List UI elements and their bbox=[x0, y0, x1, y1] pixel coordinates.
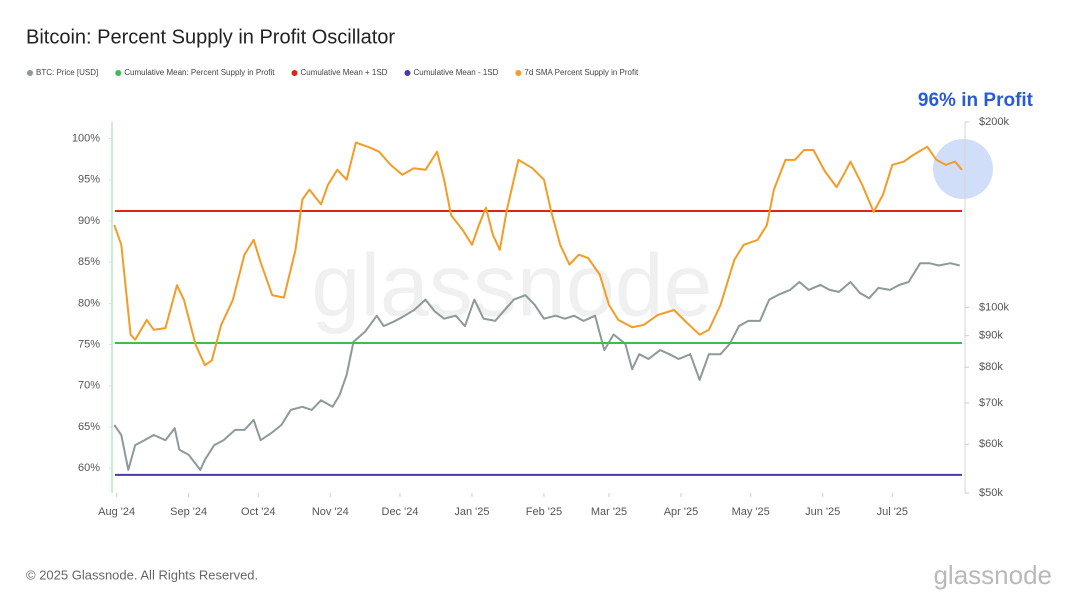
y-tick-label: 60% bbox=[78, 462, 100, 474]
legend-swatch bbox=[515, 70, 522, 76]
y-tick-label: 85% bbox=[78, 256, 100, 268]
x-tick-label: Oct '24 bbox=[241, 506, 276, 518]
legend-label: Cumulative Mean: Percent Supply in Profi… bbox=[124, 68, 275, 77]
logo: glassnode bbox=[933, 560, 1052, 590]
y2-tick-label: $90k bbox=[979, 330, 1003, 342]
legend-swatch bbox=[115, 70, 122, 76]
legend-label: BTC: Price [USD] bbox=[36, 68, 98, 77]
x-tick-label: Dec '24 bbox=[382, 506, 419, 518]
legend-swatch bbox=[27, 70, 33, 76]
y2-tick-label: $200k bbox=[979, 116, 1009, 128]
series-line bbox=[113, 262, 960, 471]
y-tick-label: 100% bbox=[72, 132, 100, 144]
x-tick-label: Aug '24 bbox=[98, 506, 135, 518]
y-tick-label: 90% bbox=[78, 215, 100, 227]
x-tick-label: Mar '25 bbox=[591, 506, 627, 518]
chart-title: Bitcoin: Percent Supply in Profit Oscill… bbox=[26, 26, 395, 48]
y2-tick-label: $70k bbox=[979, 397, 1003, 409]
y2-tick-label: $60k bbox=[979, 438, 1003, 450]
x-tick-label: Nov '24 bbox=[312, 506, 349, 518]
y-tick-label: 65% bbox=[78, 421, 100, 433]
y-tick-label: 70% bbox=[78, 380, 100, 392]
legend-label: Cumulative Mean - 1SD bbox=[413, 68, 498, 77]
x-tick-label: Jun '25 bbox=[805, 506, 840, 518]
x-tick-label: May '25 bbox=[732, 506, 770, 518]
y2-tick-label: $50k bbox=[979, 487, 1003, 499]
legend-label: 7d SMA Percent Supply in Profit bbox=[524, 68, 639, 77]
x-tick-label: Jan '25 bbox=[454, 506, 489, 518]
series-line bbox=[113, 141, 963, 367]
annotation: 96% in Profit bbox=[918, 90, 1034, 111]
x-tick-label: Apr '25 bbox=[664, 506, 699, 518]
y-tick-label: 95% bbox=[78, 174, 100, 186]
x-tick-label: Sep '24 bbox=[170, 506, 207, 518]
y-tick-label: 75% bbox=[78, 339, 100, 351]
highlight-circle bbox=[933, 139, 993, 199]
y2-tick-label: $80k bbox=[979, 361, 1003, 373]
footer: © 2025 Glassnode. All Rights Reserved. bbox=[26, 567, 258, 582]
y-tick-label: 80% bbox=[78, 297, 100, 309]
x-tick-label: Jul '25 bbox=[877, 506, 908, 518]
legend-swatch bbox=[291, 70, 298, 76]
legend-label: Cumulative Mean + 1SD bbox=[301, 68, 388, 77]
y2-tick-label: $100k bbox=[979, 301, 1009, 313]
x-tick-label: Feb '25 bbox=[526, 506, 562, 518]
legend-swatch bbox=[404, 70, 411, 76]
